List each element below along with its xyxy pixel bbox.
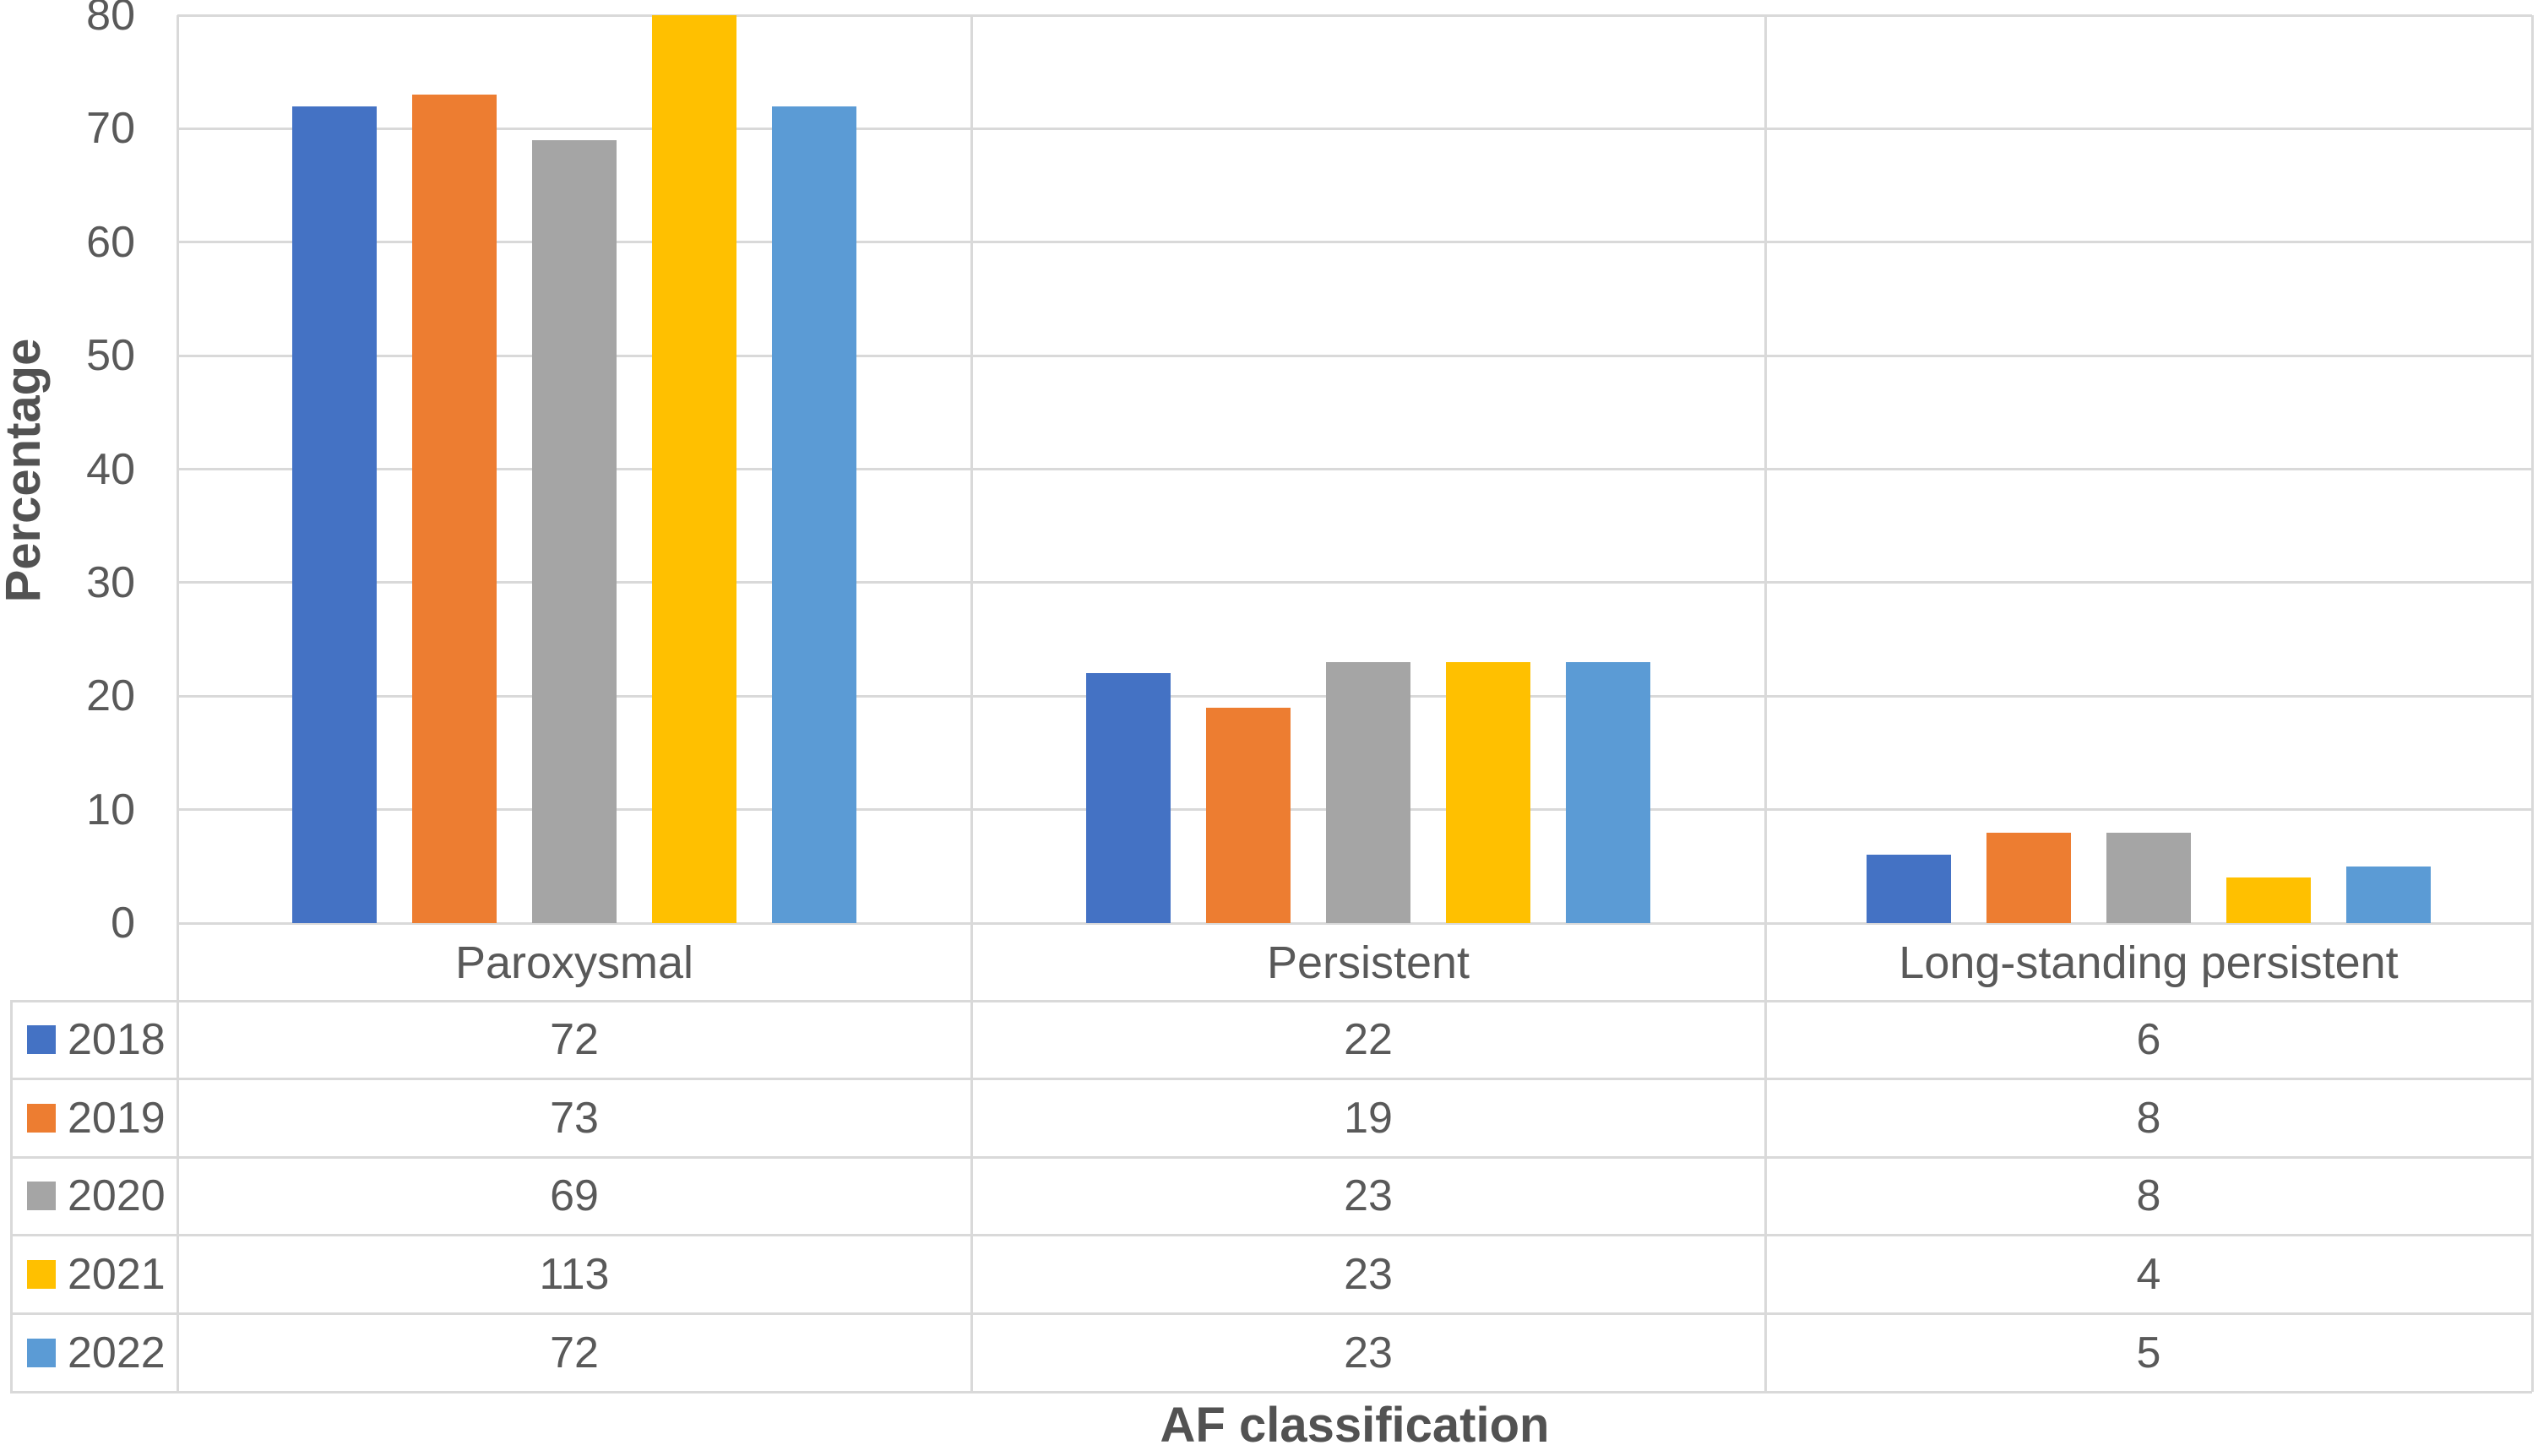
bar-2019-paroxysmal bbox=[412, 95, 497, 923]
y-axis-line bbox=[176, 15, 179, 1392]
legend-cell-2021: 2021 bbox=[10, 1236, 177, 1314]
bar-2022-long-standing-persistent bbox=[2346, 866, 2431, 923]
panel-separator-1 bbox=[970, 15, 973, 1392]
gridline-50 bbox=[177, 354, 2532, 357]
bar-2018-paroxysmal bbox=[292, 106, 377, 923]
y-tick-label-80: 80 bbox=[86, 0, 135, 40]
table-value-2019-persistent: 19 bbox=[1344, 1093, 1393, 1143]
legend-swatch-2021 bbox=[27, 1260, 56, 1290]
y-tick-label-0: 0 bbox=[111, 899, 135, 948]
table-value-2020-persistent: 23 bbox=[1344, 1171, 1393, 1221]
legend-year-label-2019: 2019 bbox=[68, 1093, 166, 1143]
y-tick-label-60: 60 bbox=[86, 217, 135, 267]
legend-cell-2022: 2022 bbox=[10, 1313, 177, 1392]
x-axis-line bbox=[177, 921, 2532, 925]
row-separator-1 bbox=[10, 1078, 2532, 1081]
legend-year-label-2018: 2018 bbox=[68, 1015, 166, 1065]
bar-2019-persistent bbox=[1206, 707, 1291, 923]
legend-swatch-2018 bbox=[27, 1025, 56, 1055]
panel-separator-2 bbox=[1764, 15, 1767, 1392]
table-value-2021-persistent: 23 bbox=[1344, 1250, 1393, 1300]
legend-cell-2019: 2019 bbox=[10, 1079, 177, 1158]
table-value-2018-long-standing-persistent: 6 bbox=[2136, 1015, 2161, 1065]
y-tick-label-40: 40 bbox=[86, 444, 135, 494]
y-tick-label-50: 50 bbox=[86, 331, 135, 381]
bar-2021-long-standing-persistent bbox=[2226, 877, 2311, 923]
gridline-60 bbox=[177, 241, 2532, 244]
table-value-2019-long-standing-persistent: 8 bbox=[2136, 1093, 2161, 1143]
bar-2020-long-standing-persistent bbox=[2106, 832, 2191, 923]
row-separator-3 bbox=[10, 1234, 2532, 1237]
table-value-2020-paroxysmal: 69 bbox=[550, 1171, 599, 1221]
table-left-border bbox=[10, 1001, 13, 1392]
table-value-2021-paroxysmal: 113 bbox=[539, 1250, 610, 1300]
y-tick-label-70: 70 bbox=[86, 104, 135, 154]
bar-2019-long-standing-persistent bbox=[1986, 832, 2071, 923]
x-axis-title: AF classification bbox=[1160, 1398, 1550, 1453]
legend-year-label-2020: 2020 bbox=[68, 1171, 166, 1221]
table-value-2022-paroxysmal: 72 bbox=[550, 1328, 599, 1377]
legend-cell-2020: 2020 bbox=[10, 1157, 177, 1236]
table-value-2022-persistent: 23 bbox=[1344, 1328, 1393, 1377]
category-label-long-standing-persistent: Long-standing persistent bbox=[1899, 937, 2399, 988]
category-label-paroxysmal: Paroxysmal bbox=[454, 937, 694, 988]
legend-swatch-2020 bbox=[27, 1182, 56, 1211]
table-top-border bbox=[10, 999, 2532, 1002]
category-label-persistent: Persistent bbox=[1266, 937, 1470, 988]
bar-2020-paroxysmal bbox=[532, 139, 617, 923]
gridline-70 bbox=[177, 127, 2532, 130]
table-value-2021-long-standing-persistent: 4 bbox=[2136, 1250, 2161, 1300]
table-bottom-border bbox=[10, 1390, 2532, 1394]
table-value-2018-paroxysmal: 72 bbox=[550, 1015, 599, 1065]
y-tick-label-30: 30 bbox=[86, 557, 135, 607]
legend-year-label-2022: 2022 bbox=[68, 1328, 166, 1377]
y-tick-label-10: 10 bbox=[86, 785, 135, 834]
legend-swatch-2019 bbox=[27, 1103, 56, 1133]
gridline-80 bbox=[177, 14, 2532, 17]
bar-2018-long-standing-persistent bbox=[1867, 855, 1951, 923]
legend-cell-2018: 2018 bbox=[10, 1001, 177, 1079]
bar-2022-persistent bbox=[1566, 661, 1650, 923]
table-value-2018-persistent: 22 bbox=[1344, 1015, 1393, 1065]
gridline-40 bbox=[177, 468, 2532, 470]
bar-2020-persistent bbox=[1326, 661, 1410, 923]
table-value-2019-paroxysmal: 73 bbox=[550, 1093, 599, 1143]
bar-2018-persistent bbox=[1086, 673, 1171, 923]
table-value-2020-long-standing-persistent: 8 bbox=[2136, 1171, 2161, 1221]
bar-2021-persistent bbox=[1446, 661, 1530, 923]
row-separator-2 bbox=[10, 1155, 2532, 1159]
gridline-30 bbox=[177, 581, 2532, 584]
y-tick-label-20: 20 bbox=[86, 671, 135, 721]
plot-right-border bbox=[2530, 15, 2534, 1392]
row-separator-4 bbox=[10, 1312, 2532, 1315]
legend-swatch-2022 bbox=[27, 1338, 56, 1367]
table-value-2022-long-standing-persistent: 5 bbox=[2136, 1328, 2161, 1377]
bar-2021-paroxysmal bbox=[652, 15, 736, 923]
legend-year-label-2021: 2021 bbox=[68, 1250, 166, 1300]
bar-2022-paroxysmal bbox=[772, 106, 856, 923]
